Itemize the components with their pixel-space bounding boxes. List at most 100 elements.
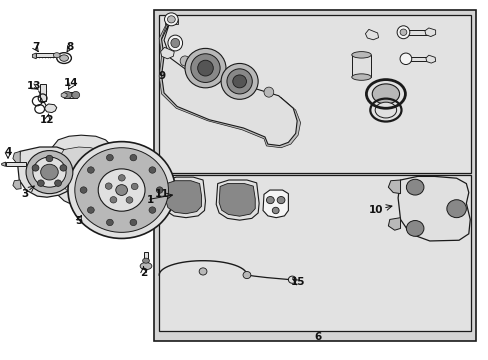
Ellipse shape: [190, 54, 220, 82]
Polygon shape: [159, 19, 300, 148]
Polygon shape: [365, 30, 378, 40]
Bar: [5, 162, 26, 166]
Ellipse shape: [33, 157, 66, 187]
Ellipse shape: [371, 84, 399, 104]
Ellipse shape: [406, 221, 423, 236]
Ellipse shape: [75, 148, 168, 232]
Ellipse shape: [184, 48, 225, 88]
Polygon shape: [424, 28, 435, 37]
Ellipse shape: [272, 207, 279, 214]
Bar: [164, 19, 178, 24]
Text: 3: 3: [21, 189, 29, 199]
Ellipse shape: [167, 35, 182, 51]
Bar: [159, 175, 470, 330]
Polygon shape: [425, 55, 435, 63]
Ellipse shape: [446, 200, 466, 218]
Ellipse shape: [399, 29, 406, 36]
Text: 15: 15: [290, 277, 305, 287]
Text: 14: 14: [64, 78, 79, 88]
Ellipse shape: [60, 55, 68, 61]
Ellipse shape: [266, 197, 274, 204]
Bar: [40, 84, 45, 101]
Ellipse shape: [170, 39, 179, 48]
Polygon shape: [56, 147, 114, 199]
Ellipse shape: [190, 60, 200, 70]
Ellipse shape: [149, 167, 156, 173]
Ellipse shape: [62, 91, 72, 99]
Ellipse shape: [164, 13, 178, 26]
Polygon shape: [165, 181, 201, 214]
Ellipse shape: [118, 175, 125, 181]
Ellipse shape: [130, 154, 137, 161]
Ellipse shape: [221, 63, 258, 99]
Text: 12: 12: [40, 115, 54, 125]
Ellipse shape: [232, 75, 246, 88]
Ellipse shape: [87, 167, 94, 173]
Ellipse shape: [142, 258, 149, 263]
Ellipse shape: [60, 165, 67, 171]
Polygon shape: [161, 21, 297, 145]
Ellipse shape: [38, 180, 44, 186]
Ellipse shape: [399, 53, 411, 64]
Text: 9: 9: [158, 71, 165, 81]
Bar: [36, 53, 55, 57]
Polygon shape: [44, 104, 57, 113]
Ellipse shape: [226, 69, 252, 94]
Polygon shape: [219, 184, 255, 216]
Ellipse shape: [55, 180, 61, 186]
Polygon shape: [61, 93, 67, 98]
Ellipse shape: [80, 187, 87, 193]
Ellipse shape: [180, 56, 189, 66]
Polygon shape: [46, 135, 122, 208]
Polygon shape: [387, 180, 400, 194]
Ellipse shape: [131, 183, 138, 190]
Bar: [159, 15, 470, 173]
Ellipse shape: [406, 179, 423, 195]
Polygon shape: [397, 176, 469, 241]
Polygon shape: [73, 202, 92, 217]
Bar: [402, 57, 433, 61]
Ellipse shape: [156, 187, 163, 193]
Ellipse shape: [26, 150, 73, 194]
Ellipse shape: [246, 81, 256, 91]
Text: 10: 10: [368, 206, 383, 216]
Text: 4: 4: [4, 147, 12, 157]
Bar: [400, 30, 431, 35]
Ellipse shape: [68, 141, 175, 238]
Ellipse shape: [216, 70, 226, 80]
Ellipse shape: [288, 276, 296, 283]
Polygon shape: [387, 218, 400, 230]
Ellipse shape: [106, 219, 113, 226]
Text: 6: 6: [313, 332, 321, 342]
Ellipse shape: [87, 207, 94, 213]
Polygon shape: [1, 162, 5, 166]
Bar: [351, 55, 370, 77]
Ellipse shape: [140, 262, 152, 270]
Ellipse shape: [197, 60, 213, 76]
Text: 5: 5: [75, 216, 82, 226]
Ellipse shape: [351, 51, 370, 58]
Polygon shape: [216, 180, 259, 220]
Ellipse shape: [243, 271, 250, 279]
Ellipse shape: [277, 197, 285, 204]
Ellipse shape: [374, 102, 396, 118]
Ellipse shape: [126, 197, 133, 203]
Text: 7: 7: [33, 42, 40, 51]
Ellipse shape: [264, 87, 273, 97]
Ellipse shape: [396, 26, 409, 39]
Bar: [64, 93, 77, 98]
Ellipse shape: [116, 185, 127, 195]
Polygon shape: [162, 177, 205, 218]
Bar: [143, 252, 148, 266]
Ellipse shape: [110, 197, 117, 203]
Ellipse shape: [167, 16, 175, 23]
Polygon shape: [160, 47, 174, 59]
Bar: [154, 10, 475, 341]
Ellipse shape: [130, 219, 137, 226]
Ellipse shape: [149, 207, 156, 213]
Ellipse shape: [105, 183, 112, 189]
Text: 8: 8: [66, 42, 73, 51]
Text: 11: 11: [154, 189, 168, 199]
Ellipse shape: [351, 74, 370, 80]
Ellipse shape: [72, 91, 80, 99]
